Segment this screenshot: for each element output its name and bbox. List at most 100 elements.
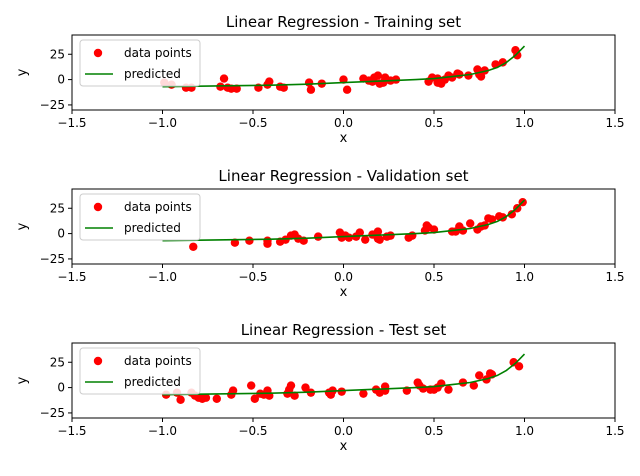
y-tick-label: −25: [40, 252, 65, 266]
x-tick-label: 0.0: [334, 270, 353, 284]
x-tick-label: −1.0: [148, 424, 177, 438]
legend-marker-data-points: [93, 356, 103, 366]
data-point: [375, 235, 384, 244]
legend-marker-data-points: [93, 48, 103, 58]
y-tick-label: −25: [40, 406, 65, 420]
data-point: [201, 393, 211, 402]
data-point: [232, 84, 241, 93]
data-point: [265, 77, 274, 86]
data-point: [513, 51, 522, 60]
y-axis-label: y: [15, 68, 30, 76]
chart-title: Linear Regression - Validation set: [218, 167, 468, 185]
plot-area: [162, 197, 527, 251]
data-point: [514, 362, 524, 371]
subplot-0: Linear Regression - Training set −1.5 −1.0…: [15, 13, 625, 146]
data-point: [355, 228, 364, 237]
data-point: [212, 394, 221, 403]
data-point: [464, 71, 473, 80]
data-point: [306, 85, 316, 94]
legend: data points predicted: [79, 39, 201, 87]
predicted-line: [162, 199, 526, 242]
data-point: [373, 71, 383, 80]
chart-title: Linear Regression - Test set: [241, 321, 447, 339]
data-point: [176, 395, 185, 404]
legend-marker-data-points: [93, 202, 103, 212]
y-tick-label: −25: [40, 98, 65, 112]
data-point: [219, 74, 229, 83]
x-tick-label: 1.0: [515, 424, 534, 438]
x-axis-label: x: [340, 285, 348, 300]
data-point: [458, 226, 468, 235]
x-tick-label: −1.5: [57, 270, 86, 284]
data-point: [337, 387, 346, 396]
y-tick-label: 25: [50, 47, 65, 61]
data-point: [342, 85, 352, 94]
data-point: [498, 58, 507, 67]
data-point: [359, 389, 368, 398]
y-tick-label: 25: [50, 201, 65, 215]
x-tick-label: 1.5: [605, 116, 624, 130]
chart-title: Linear Regression - Training set: [226, 13, 461, 31]
y-axis-label: y: [15, 222, 30, 230]
data-point: [444, 385, 453, 394]
x-tick-label: −1.0: [148, 116, 177, 130]
x-axis-label: x: [340, 131, 348, 146]
data-point: [286, 381, 296, 390]
data-point: [245, 236, 254, 245]
data-point: [304, 78, 314, 87]
data-point: [458, 378, 468, 387]
x-tick-label: 0.5: [424, 116, 443, 130]
legend-label: data points: [124, 46, 192, 60]
x-tick-label: 1.5: [605, 270, 624, 284]
x-tick-label: −1.5: [57, 116, 86, 130]
y-tick-label: 0: [57, 227, 65, 241]
x-tick-label: 1.0: [515, 116, 534, 130]
data-point: [469, 381, 479, 390]
legend-label: predicted: [124, 67, 181, 81]
subplot-2: Linear Regression - Test set −1.5 −1.0 −0.5…: [15, 321, 625, 454]
x-tick-label: −0.5: [238, 424, 267, 438]
data-point: [466, 219, 475, 228]
y-tick-label: 0: [57, 381, 65, 395]
x-tick-label: −0.5: [238, 270, 267, 284]
data-point: [250, 394, 260, 403]
data-point: [230, 238, 240, 247]
x-axis-label: x: [340, 439, 348, 454]
data-point: [246, 381, 256, 390]
data-point: [418, 384, 428, 393]
data-point: [263, 236, 272, 245]
data-point: [339, 75, 348, 84]
data-point: [189, 242, 198, 251]
x-tick-label: −1.0: [148, 270, 177, 284]
x-tick-label: 1.0: [515, 270, 534, 284]
y-tick-label: 25: [50, 355, 65, 369]
data-point: [361, 235, 370, 244]
data-point: [228, 386, 238, 395]
data-point: [391, 75, 401, 84]
plot-area: [160, 45, 526, 94]
legend-label: predicted: [124, 221, 181, 235]
predicted-line: [162, 353, 526, 396]
x-tick-label: 1.5: [605, 424, 624, 438]
data-point: [487, 215, 497, 224]
data-point: [373, 227, 383, 236]
x-tick-label: 0.5: [424, 424, 443, 438]
data-point: [290, 391, 299, 400]
data-point: [313, 232, 323, 241]
x-tick-label: 0.5: [424, 270, 443, 284]
x-tick-label: −0.5: [238, 116, 267, 130]
data-point: [386, 231, 395, 240]
legend-label: predicted: [124, 375, 181, 389]
predicted-line: [162, 45, 526, 88]
legend: data points predicted: [79, 347, 201, 395]
data-point: [301, 383, 310, 392]
data-point: [455, 70, 464, 79]
legend-label: data points: [124, 354, 192, 368]
data-point: [344, 233, 354, 242]
x-tick-label: 0.0: [334, 424, 353, 438]
plot-area: [161, 353, 526, 404]
data-point: [476, 72, 486, 81]
legend-label: data points: [124, 200, 192, 214]
data-point: [475, 371, 484, 380]
